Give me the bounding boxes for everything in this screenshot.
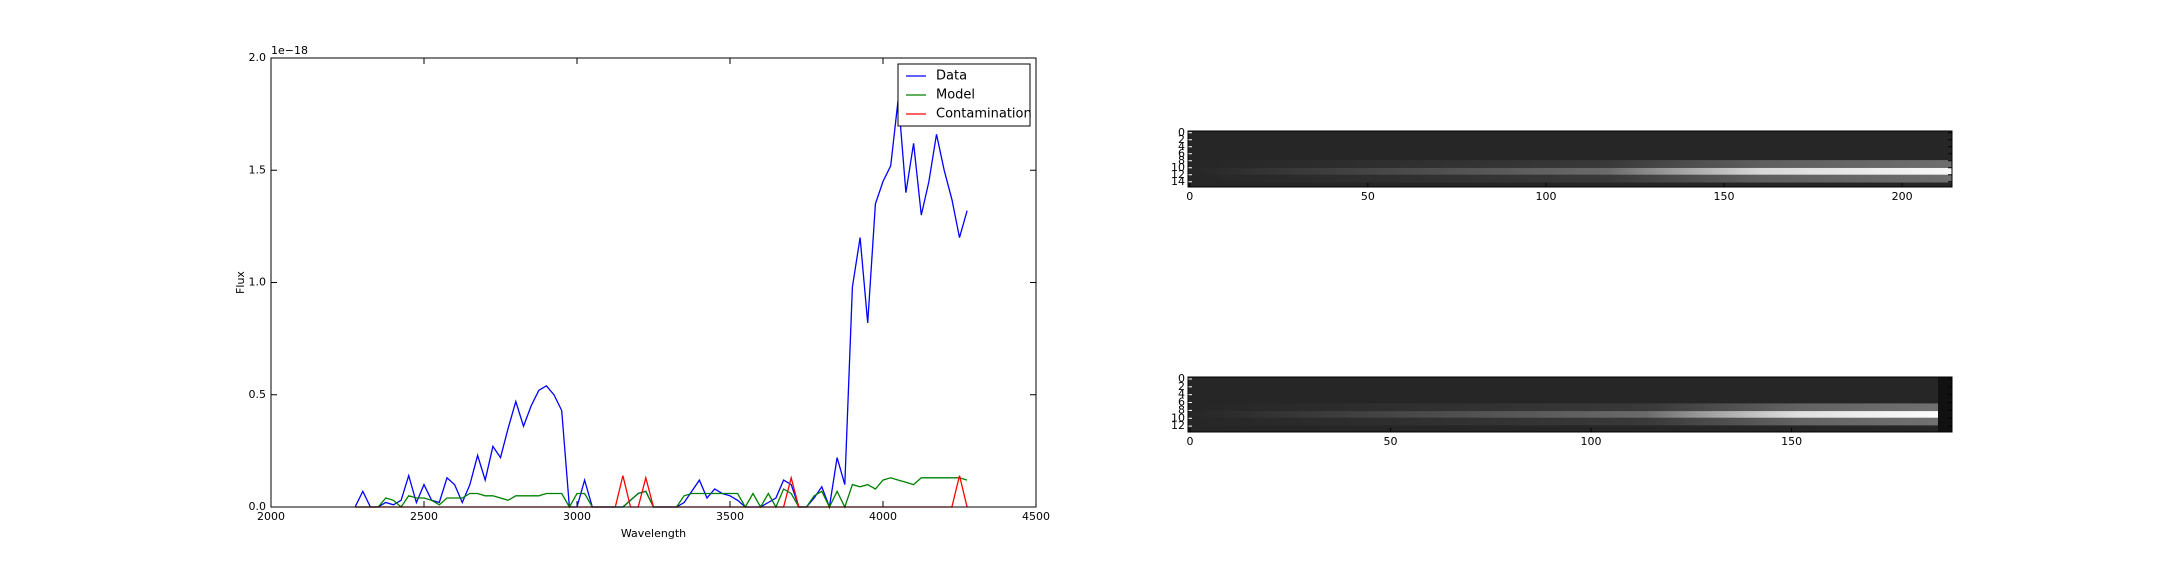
x-tick-label: 3500 — [716, 510, 744, 523]
y-tick-label: 0 — [1178, 126, 1185, 139]
image-edge — [1938, 377, 1952, 432]
x-tick-label: 100 — [1581, 435, 1602, 448]
image-streak — [1188, 167, 1952, 175]
y-tick-label: 8 — [1178, 403, 1185, 416]
image-streak — [1188, 411, 1952, 418]
y-tick-label: 0 — [1178, 372, 1185, 385]
x-tick-label: 0 — [1186, 190, 1193, 203]
y-tick-label: 14 — [1171, 175, 1185, 188]
x-tick-label: 4000 — [869, 510, 897, 523]
x-tick-label: 150 — [1781, 435, 1802, 448]
y-tick-label: 12 — [1171, 419, 1185, 432]
x-tick-label: 150 — [1714, 190, 1735, 203]
y-tick-label: 4 — [1178, 140, 1185, 153]
y-tick-label: 0.5 — [249, 388, 267, 401]
y-tick-label: 10 — [1171, 161, 1185, 174]
y-tick-label: 8 — [1178, 154, 1185, 167]
y-tick-label: 10 — [1171, 411, 1185, 424]
x-tick-label: 100 — [1535, 190, 1556, 203]
y-tick-label: 12 — [1171, 168, 1185, 181]
x-tick-label: 50 — [1384, 435, 1398, 448]
y-tick-label: 1.0 — [249, 276, 267, 289]
y-tick-label: 6 — [1178, 396, 1185, 409]
x-tick-label: 2000 — [257, 510, 285, 523]
x-tick-label: 200 — [1892, 190, 1913, 203]
y-axis-label: Flux — [234, 271, 247, 294]
y-tick-label: 0.0 — [249, 500, 267, 513]
x-tick-label: 3000 — [563, 510, 591, 523]
x-tick-label: 4500 — [1022, 510, 1050, 523]
y-tick-label: 6 — [1178, 147, 1185, 160]
legend: Data Model Contamination — [897, 63, 1032, 127]
axes-frame — [1187, 130, 1953, 188]
offset-label: 1e−18 — [271, 44, 308, 57]
x-tick-label: 0 — [1187, 435, 1194, 448]
y-tick-label: 2 — [1178, 133, 1185, 146]
x-tick-label: 2500 — [410, 510, 438, 523]
y-tick-label: 4 — [1178, 388, 1185, 401]
y-tick-label: 2.0 — [249, 51, 267, 64]
legend-label: Contamination — [936, 107, 1032, 122]
y-tick-label: 2 — [1178, 380, 1185, 393]
x-tick-label: 50 — [1361, 190, 1375, 203]
legend-label: Data — [936, 69, 967, 84]
y-tick-label: 1.5 — [249, 163, 267, 176]
plot-area — [271, 58, 1036, 507]
axes-frame — [1187, 376, 1953, 433]
x-axis-label: Wavelength — [621, 527, 686, 540]
axes-frame — [270, 57, 1037, 508]
legend-label: Model — [936, 88, 975, 103]
